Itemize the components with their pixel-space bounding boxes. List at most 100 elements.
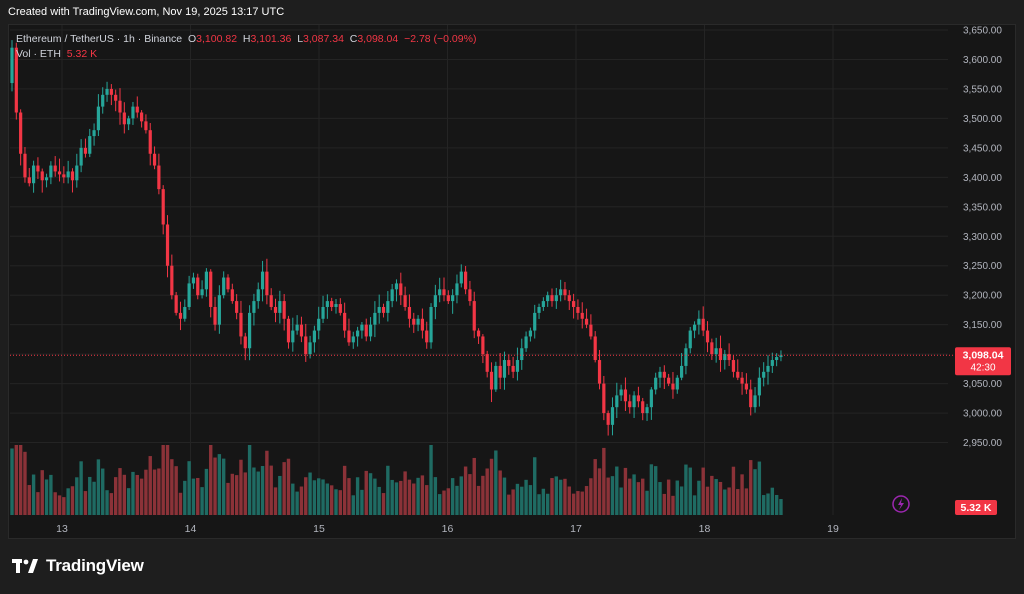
volume-bar (18, 445, 23, 515)
volume-bar (610, 476, 615, 515)
volume-bar (278, 475, 282, 515)
volume-bar (342, 465, 347, 515)
volume-bar (511, 489, 515, 515)
volume-bar (520, 486, 524, 515)
volume-bar (528, 485, 533, 515)
volume-label: Vol · ETH (16, 48, 61, 60)
time-axis: 13 14 15 16 17 18 19 (56, 523, 839, 535)
volume-bar (27, 485, 31, 515)
candle (325, 301, 329, 307)
volume-bar (502, 477, 507, 515)
candle (485, 354, 489, 372)
volume-bar (79, 461, 83, 515)
candle (688, 330, 692, 349)
volume-bar (571, 493, 576, 515)
x-tick-label: 13 (56, 523, 68, 535)
volume-bar (593, 459, 597, 515)
y-tick-label: 3,000.00 (963, 409, 1002, 420)
volume-bar (196, 477, 200, 515)
volume-bar (628, 478, 632, 515)
volume-bar (57, 495, 62, 515)
low-value: 3,087.34 (303, 33, 344, 45)
y-tick-label: 3,050.00 (963, 379, 1002, 390)
volume-bars (10, 445, 783, 515)
volume-bar (740, 474, 744, 515)
volume-bar (710, 475, 714, 515)
tradingview-logo-icon (12, 559, 38, 573)
volume-bar (209, 445, 213, 515)
x-tick-label: 14 (185, 523, 197, 535)
volume-bar (399, 480, 403, 515)
candle (222, 277, 226, 296)
candle (425, 330, 429, 343)
volume-bar (62, 497, 66, 515)
volume-bar (541, 488, 546, 515)
candle (559, 289, 563, 296)
countdown-label: 42:30 (970, 362, 995, 373)
volume-bar (299, 486, 304, 515)
volume-bar (597, 468, 602, 515)
lightning-icon[interactable] (892, 495, 910, 513)
candle (502, 360, 507, 378)
candle (347, 330, 351, 343)
volume-bar (649, 464, 654, 515)
volume-bar (31, 474, 36, 515)
volume-bar (550, 478, 554, 515)
candle (649, 389, 653, 408)
candle (455, 283, 459, 296)
symbol-legend: Ethereum / TetherUS · 1h · Binance O3,10… (16, 33, 476, 45)
candle (710, 342, 714, 355)
volume-bar (364, 470, 368, 515)
candle (27, 177, 31, 184)
volume-bar (53, 492, 57, 515)
candle (187, 283, 191, 307)
candle (662, 371, 666, 378)
volume-bar (489, 458, 494, 515)
candle (282, 301, 286, 319)
candle (390, 289, 394, 302)
candle (338, 304, 342, 313)
candle (433, 295, 437, 307)
candle (265, 271, 269, 296)
candle (507, 360, 511, 366)
candle (563, 289, 567, 296)
candle (260, 271, 265, 290)
candle (740, 377, 744, 384)
volume-bar (455, 485, 459, 515)
volume-bar (731, 466, 736, 515)
candle (476, 330, 481, 337)
candle (429, 306, 433, 343)
tradingview-logo[interactable]: TradingView (12, 556, 144, 576)
candle (615, 395, 619, 408)
volume-bar (558, 479, 563, 515)
volume-tag (955, 500, 997, 515)
volume-bar (407, 479, 412, 515)
candle (533, 312, 537, 331)
volume-bar (144, 469, 148, 515)
candle (79, 147, 83, 166)
candle (44, 177, 49, 181)
volume-bar (446, 488, 451, 515)
candle (766, 365, 770, 372)
volume-bar (662, 493, 667, 515)
candle (541, 301, 545, 307)
volume-bar (524, 479, 528, 515)
watermark-text: Created with TradingView.com, Nov 19, 20… (8, 6, 285, 18)
y-tick-label: 3,600.00 (963, 55, 1002, 66)
candle (632, 395, 636, 408)
volume-bar (148, 456, 152, 515)
candle (731, 360, 736, 372)
volume-bar (394, 482, 399, 515)
candle (697, 318, 701, 325)
volume-bar (563, 478, 567, 515)
candle (481, 336, 485, 355)
candle (317, 318, 321, 331)
volume-bar (174, 466, 178, 515)
candle (645, 407, 649, 414)
volume-bar (714, 479, 718, 515)
volume-bar (472, 457, 476, 515)
candle (459, 271, 463, 284)
volume-bar (692, 495, 697, 515)
